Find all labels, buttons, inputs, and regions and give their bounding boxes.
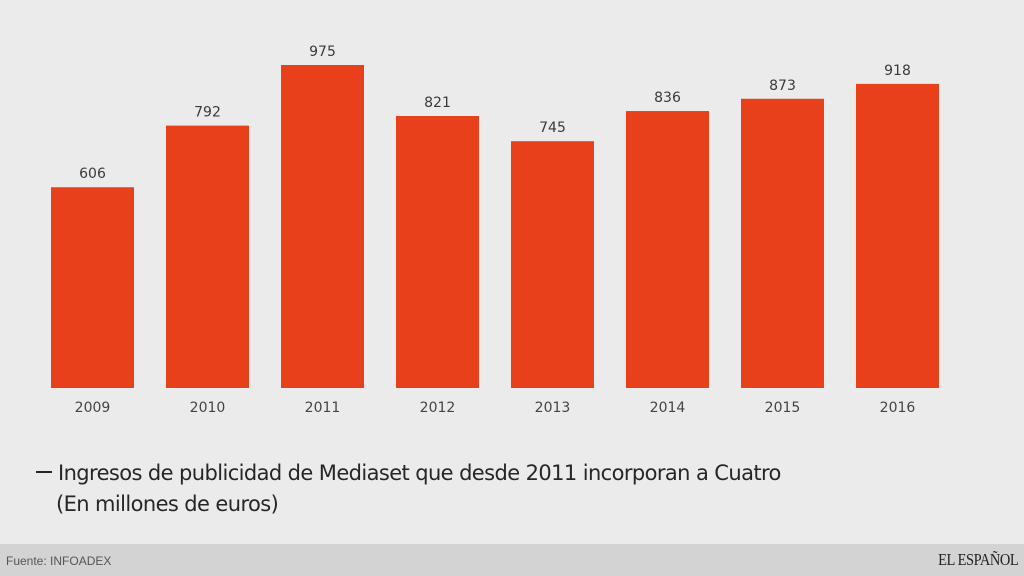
data-label: 792	[194, 105, 221, 121]
legend-label: Ingresos de publicidad de Mediaset que d…	[58, 461, 781, 485]
footer: Fuente: INFOADEX EL ESPAÑOL	[0, 544, 1024, 576]
bar-2016	[856, 83, 939, 388]
legend-subtitle: (En millones de euros)	[56, 492, 279, 516]
data-label: 745	[539, 120, 566, 136]
x-tick-label: 2016	[880, 400, 916, 416]
bar-2010	[166, 125, 249, 388]
x-tick-label: 2011	[305, 400, 341, 416]
legend: Ingresos de publicidad de Mediaset que d…	[36, 458, 781, 520]
x-tick-label: 2009	[75, 400, 111, 416]
legend-dash-icon	[36, 471, 52, 473]
brand-logo: EL ESPAÑOL	[937, 550, 1019, 569]
bar-chart: 606 2009 792 2010 975 2011 821 2012 745 2013 836 20…	[51, 44, 939, 416]
bar-2012	[396, 116, 479, 389]
legend-entry: Ingresos de publicidad de Mediaset que d…	[36, 458, 781, 489]
x-tick-label: 2013	[535, 400, 571, 416]
data-label: 918	[884, 63, 911, 79]
data-label: 821	[424, 95, 451, 111]
bar-2013	[511, 141, 594, 388]
x-tick-label: 2010	[190, 400, 226, 416]
bar-2009	[51, 187, 134, 388]
bar-2011	[281, 65, 364, 388]
x-tick-label: 2015	[765, 400, 801, 416]
source-note: Fuente: INFOADEX	[6, 554, 112, 568]
bar-2015	[741, 98, 824, 388]
data-label: 975	[309, 44, 336, 60]
x-tick-label: 2014	[650, 400, 686, 416]
data-label: 606	[79, 166, 106, 182]
x-tick-label: 2012	[420, 400, 456, 416]
bar-2014	[626, 111, 709, 388]
data-label: 873	[769, 78, 796, 94]
data-label: 836	[654, 90, 681, 106]
